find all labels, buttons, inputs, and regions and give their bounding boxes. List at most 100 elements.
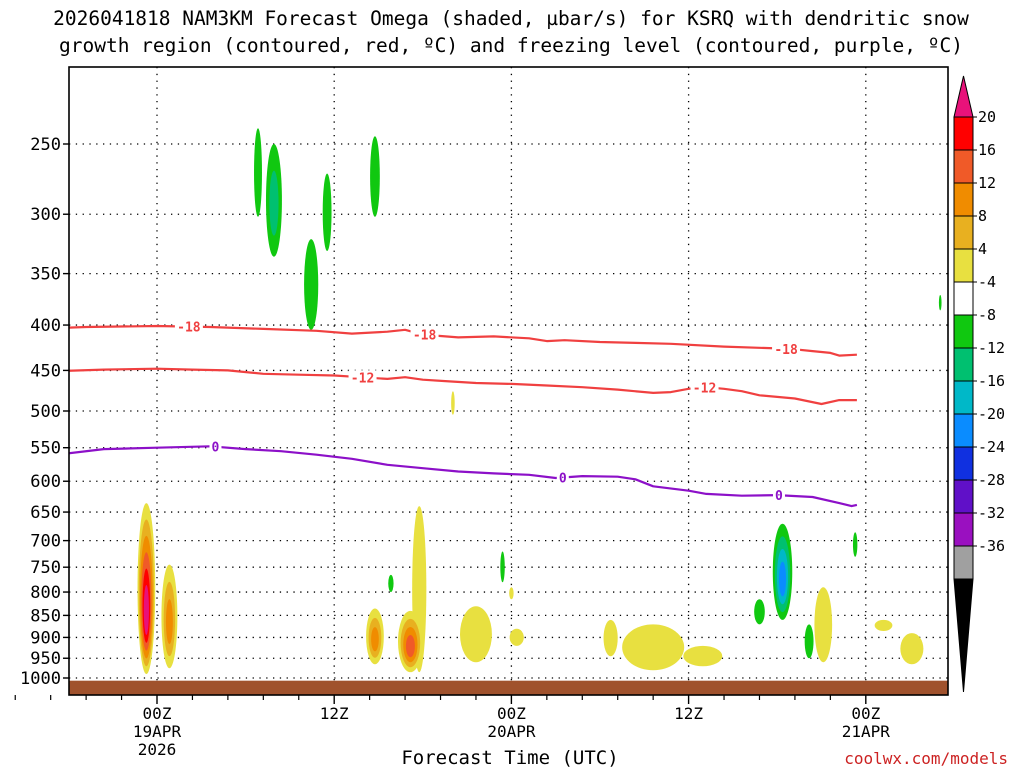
colorbar-label-0: 20 [978, 108, 996, 126]
contour-label-0-0: -18 [177, 321, 201, 336]
contour-label-bg-2-1 [556, 470, 569, 484]
temperature-contours: -18 -18 -18 -12 -12 0 0 0 [69, 319, 858, 508]
x-tick-label-10-0: 12Z [320, 704, 349, 723]
colorbar-segment-13 [953, 545, 974, 580]
omega-blob-23-level-0 [938, 295, 942, 311]
colorbar-segment-2 [953, 182, 974, 217]
colorbar-label-4: 4 [978, 240, 987, 258]
colorbar-label-5: -4 [978, 273, 996, 291]
colorbar-segment-1 [953, 149, 974, 184]
colorbar-label-1: 16 [978, 141, 996, 159]
colorbar-top-arrow [953, 75, 974, 118]
credit-link[interactable]: coolwx.com/models [844, 749, 1008, 768]
omega-blob-7-level-0 [388, 574, 394, 593]
y-tick-label-650: 650 [30, 503, 61, 523]
colorbar-segment-7 [953, 347, 974, 382]
contour-label-2-2: 0 [775, 489, 783, 504]
chart-title-line2: growth region (contoured, red, ºC) and f… [59, 34, 963, 57]
colorbar-label-8: -16 [978, 372, 1005, 390]
omega-blob-11-level-0 [509, 587, 514, 600]
omega-blob-6-level-3 [405, 634, 415, 658]
colorbar-bottom-arrow [953, 578, 974, 693]
gridlines [69, 67, 948, 695]
contour-label-2-1: 0 [559, 471, 567, 486]
y-tick-label-900: 900 [30, 628, 61, 648]
contour-label-1-1: -12 [693, 381, 716, 396]
contour-line-minus12 [69, 367, 857, 406]
colorbar-label-12: -32 [978, 504, 1005, 522]
colorbar-label-11: -28 [978, 471, 1005, 489]
chart-title-line1: 2026041818 NAM3KM Forecast Omega (shaded… [53, 7, 969, 30]
contour-label-0-2: -18 [774, 343, 798, 358]
omega-blob-25-level-1 [269, 170, 279, 236]
colorbar-segment-0 [953, 116, 974, 151]
ground-surface [69, 680, 948, 695]
omega-blob-21-level-0 [874, 619, 893, 631]
plot-frame [68, 66, 949, 696]
colorbar-segment-6 [953, 314, 974, 349]
y-tick-label-400: 400 [30, 316, 61, 336]
colorbar-label-13: -36 [978, 537, 1005, 555]
y-tick-label-950: 950 [30, 649, 61, 669]
x-tick-label-30-0: 12Z [674, 704, 703, 723]
contour-label-bg-2-2 [772, 488, 785, 502]
omega-blob-20-level-0 [852, 532, 858, 557]
colorbar-segment-8 [953, 380, 974, 415]
y-tick-label-750: 750 [30, 558, 61, 578]
y-tick-label-550: 550 [30, 439, 61, 459]
omega-blob-16-level-3 [778, 561, 787, 597]
colorbar-segment-4 [953, 248, 974, 283]
omega-blob-17-level-0 [754, 599, 765, 625]
omega-blob-22-level-0 [900, 633, 924, 665]
omega-blob-12-level-0 [451, 391, 455, 415]
y-axis-ticks: 2503003504004505005506006507007508008509… [20, 135, 69, 689]
omega-blob-26-level-0 [322, 173, 332, 251]
colorbar-segment-5 [953, 281, 974, 316]
colorbar-segment-3 [953, 215, 974, 250]
omega-blob-14-level-0 [622, 624, 685, 671]
contour-label-0-1: -18 [413, 329, 437, 344]
y-tick-label-250: 250 [30, 135, 61, 155]
omega-blob-1-level-2 [165, 599, 173, 645]
contour-label-1-0: -12 [351, 371, 374, 386]
omega-blob-13-level-0 [603, 619, 618, 657]
omega-blob-0-level-5 [143, 585, 149, 635]
omega-blob-28-level-0 [370, 136, 380, 217]
colorbar-label-7: -12 [978, 339, 1005, 357]
omega-blob-24-level-0 [254, 128, 262, 217]
colorbar-label-10: -24 [978, 438, 1005, 456]
x-tick-label-40-1: 21APR [842, 722, 891, 741]
x-tick-label-20-1: 20APR [487, 722, 536, 741]
omega-blob-18-level-0 [804, 624, 814, 659]
contour-label-2-0: 0 [212, 441, 220, 456]
omega-blob-4-level-2 [371, 627, 379, 652]
x-axis-label: Forecast Time (UTC) [401, 747, 618, 768]
x-tick-label-20-0: 00Z [497, 704, 526, 723]
y-tick-label-300: 300 [30, 205, 61, 225]
colorbar-segment-11 [953, 479, 974, 514]
colorbar-segment-10 [953, 446, 974, 481]
colorbar-segment-9 [953, 413, 974, 448]
contour-label-bg-1-1 [690, 380, 719, 394]
contour-label-bg-0-2 [772, 341, 801, 355]
omega-shading [137, 128, 942, 675]
omega-blob-9-level-0 [509, 628, 524, 646]
y-tick-label-850: 850 [30, 606, 61, 626]
omega-blob-27-level-0 [304, 239, 319, 330]
contour-line-0 [69, 445, 858, 508]
omega-blob-8-level-0 [460, 606, 492, 663]
x-tick-label-0-2: 2026 [138, 740, 177, 759]
omega-blob-15-level-0 [683, 645, 723, 667]
colorbar-segment-12 [953, 512, 974, 547]
x-tick-label-0-1: 19APR [133, 722, 182, 741]
y-tick-label-600: 600 [30, 472, 61, 492]
colorbar: 20 16 12 8 4 -4 -8 -12 -16 -20 -24 -28 -32 -36 [953, 75, 1005, 693]
y-tick-label-350: 350 [30, 265, 61, 285]
contour-label-bg-1-0 [348, 370, 377, 384]
plot-area: -18 -18 -18 -12 -12 0 0 0 [69, 67, 948, 695]
contour-label-bg-2-0 [209, 439, 222, 453]
omega-blob-19-level-0 [814, 587, 833, 663]
colorbar-label-9: -20 [978, 405, 1005, 423]
